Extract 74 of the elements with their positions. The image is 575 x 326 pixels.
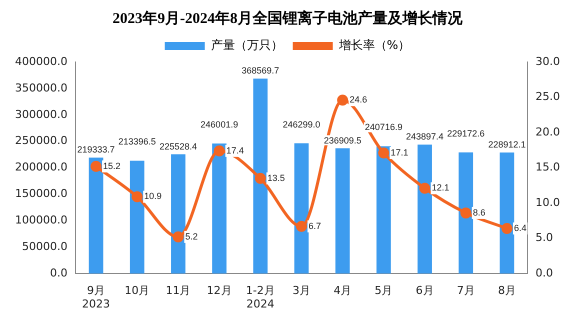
x-tick-label: 5月 (374, 284, 393, 298)
data-label: 243897.4 (406, 132, 444, 142)
data-label: 368569.7 (242, 66, 280, 76)
bar (418, 144, 432, 274)
x-tick-label: 12月 (206, 284, 232, 298)
x-tick-label: 3月 (292, 284, 310, 298)
y-tick-label: 150000.0 (14, 187, 68, 200)
y-tick-label: 300000.0 (14, 108, 68, 121)
bar (376, 146, 391, 274)
y-tick-label: 400000.0 (14, 54, 68, 68)
point (214, 145, 225, 156)
data-label: 240716.9 (364, 122, 402, 132)
data-label: 6.7 (308, 220, 322, 231)
data-label: 12.1 (432, 182, 450, 193)
x-tick-label: 1-2月 2024 (246, 284, 275, 310)
bar (88, 158, 104, 274)
y2-tick-label: 20.0 (536, 125, 560, 138)
data-label: 246299.0 (282, 119, 320, 130)
x-tick-label: 6月 (416, 284, 434, 298)
chart-title: 2023年9月-2024年8月全国锂离子电池产量及增长情况 (112, 8, 464, 27)
bar (335, 148, 350, 274)
data-label: 213396.5 (118, 136, 156, 147)
bar (500, 152, 514, 274)
y2-tick-label: 0.0 (536, 266, 554, 280)
bar (212, 143, 227, 274)
point (90, 160, 102, 172)
data-label: 8.6 (472, 207, 486, 218)
point (296, 220, 307, 232)
point (132, 191, 143, 202)
y-tick-label: 0.0 (50, 266, 68, 280)
data-label: 17.4 (226, 145, 244, 156)
point (501, 222, 512, 234)
bar (294, 143, 309, 274)
bar (130, 160, 144, 274)
y-tick-label: 50000.0 (22, 240, 68, 254)
data-label: 246001.9 (200, 119, 238, 130)
point (460, 207, 472, 218)
y-tick-label: 200000.0 (14, 160, 68, 174)
data-label: 10.9 (144, 191, 162, 202)
y-tick-label: 350000.0 (14, 81, 68, 94)
data-label: 229172.6 (447, 128, 485, 138)
data-label: 6.4 (514, 222, 526, 233)
y2-tick-label: 25.0 (536, 90, 560, 104)
legend-label: 产量（万只） (210, 38, 283, 52)
bar (171, 154, 186, 274)
y2-tick-label: 15.0 (536, 160, 560, 174)
data-label: 24.6 (350, 94, 368, 105)
point (419, 182, 430, 194)
x-tick-label: 10月 (124, 284, 150, 298)
x-tick-label: 4月 (334, 284, 352, 298)
point (337, 94, 348, 106)
data-label: 228912.1 (488, 139, 526, 150)
point (378, 147, 390, 158)
y2-tick-label: 10.0 (536, 196, 560, 209)
bar (253, 78, 268, 274)
x-tick-label: 8月 (498, 284, 516, 298)
y2-tick-label: 5.0 (536, 231, 554, 244)
x-tick-label: 7月 (456, 284, 475, 298)
data-label: 15.2 (103, 160, 121, 171)
y-tick-label: 250000.0 (14, 134, 68, 148)
data-label: 5.2 (185, 231, 198, 242)
x-tick-label: 11月 (166, 284, 191, 298)
legend-label: 增长率（%） (338, 38, 410, 52)
y2-tick-label: 30.0 (536, 54, 560, 68)
point (254, 172, 266, 184)
data-label: 236909.5 (324, 135, 362, 146)
data-label: 13.5 (267, 172, 285, 183)
y-tick-label: 100000.0 (14, 214, 68, 227)
x-tick-label: 9月 2023 (82, 284, 110, 310)
point (172, 231, 184, 242)
data-label: 219333.7 (77, 144, 115, 155)
data-label: 225528.4 (159, 141, 197, 152)
bar (458, 152, 474, 274)
data-label: 17.1 (390, 147, 408, 158)
